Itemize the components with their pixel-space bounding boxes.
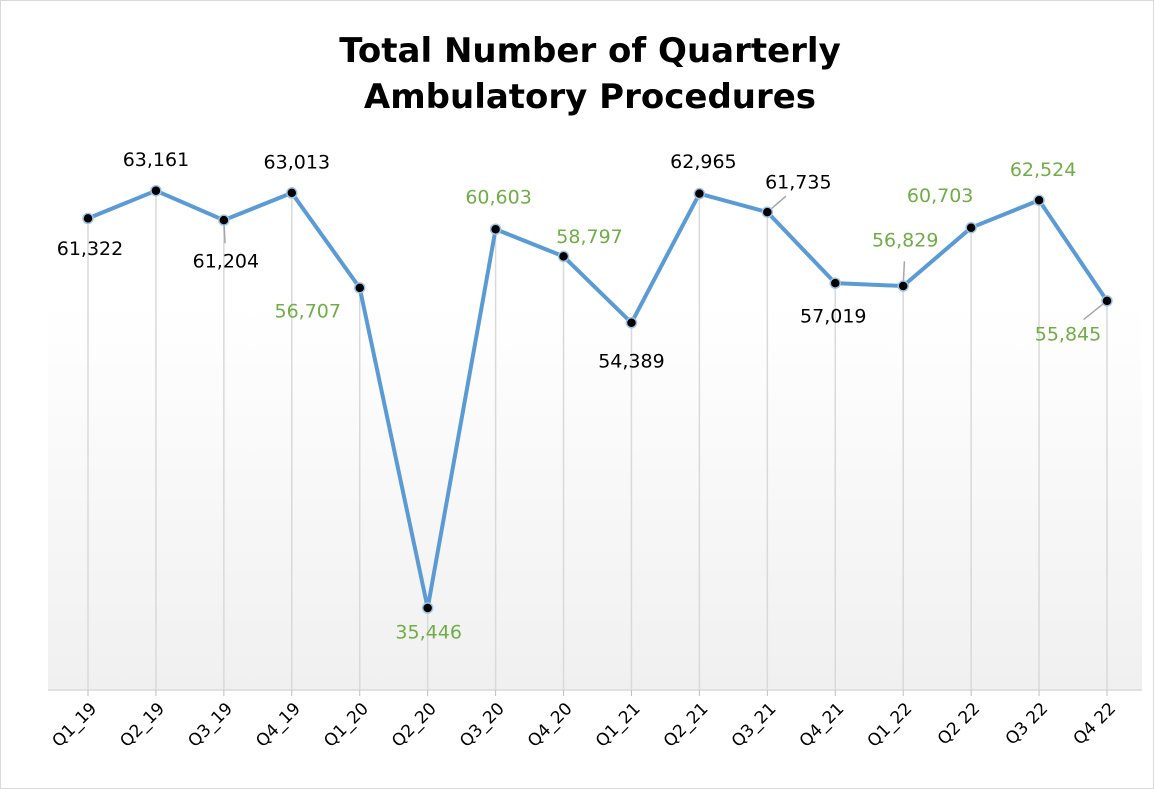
data-label: 54,389 — [598, 350, 664, 372]
point — [625, 317, 638, 329]
data-label: 56,707 — [274, 300, 340, 322]
line — [87, 188, 1109, 610]
point — [353, 282, 366, 294]
point — [82, 212, 94, 225]
data-label: 61,322 — [57, 238, 123, 260]
data-label: 60,603 — [465, 187, 531, 209]
data-label: 62,965 — [670, 151, 736, 173]
point — [286, 187, 298, 199]
point — [693, 187, 706, 200]
data-label: 61,204 — [193, 251, 259, 273]
data-label: 58,797 — [556, 226, 622, 248]
data-label: 63,013 — [264, 151, 330, 173]
data-label: 56,829 — [872, 230, 938, 252]
data-label: 57,019 — [800, 306, 866, 328]
point — [965, 221, 977, 234]
data-label: 60,703 — [907, 185, 973, 207]
data-label: 63,161 — [123, 149, 189, 171]
point — [150, 184, 162, 197]
data-label: 62,524 — [1010, 159, 1076, 181]
chart-title: Total Number of Quarterly Ambulatory Proc… — [339, 31, 841, 117]
point — [557, 250, 570, 263]
data-label: 61,735 — [765, 172, 831, 194]
point — [1101, 295, 1113, 307]
point — [897, 280, 909, 292]
point — [1033, 194, 1045, 207]
point — [489, 223, 502, 235]
point — [829, 277, 842, 289]
point — [761, 206, 774, 218]
plot-area — [48, 140, 1142, 690]
point — [421, 602, 434, 614]
point — [218, 214, 230, 226]
data-label: 35,446 — [395, 621, 461, 643]
data-label: 55,845 — [1035, 323, 1101, 345]
